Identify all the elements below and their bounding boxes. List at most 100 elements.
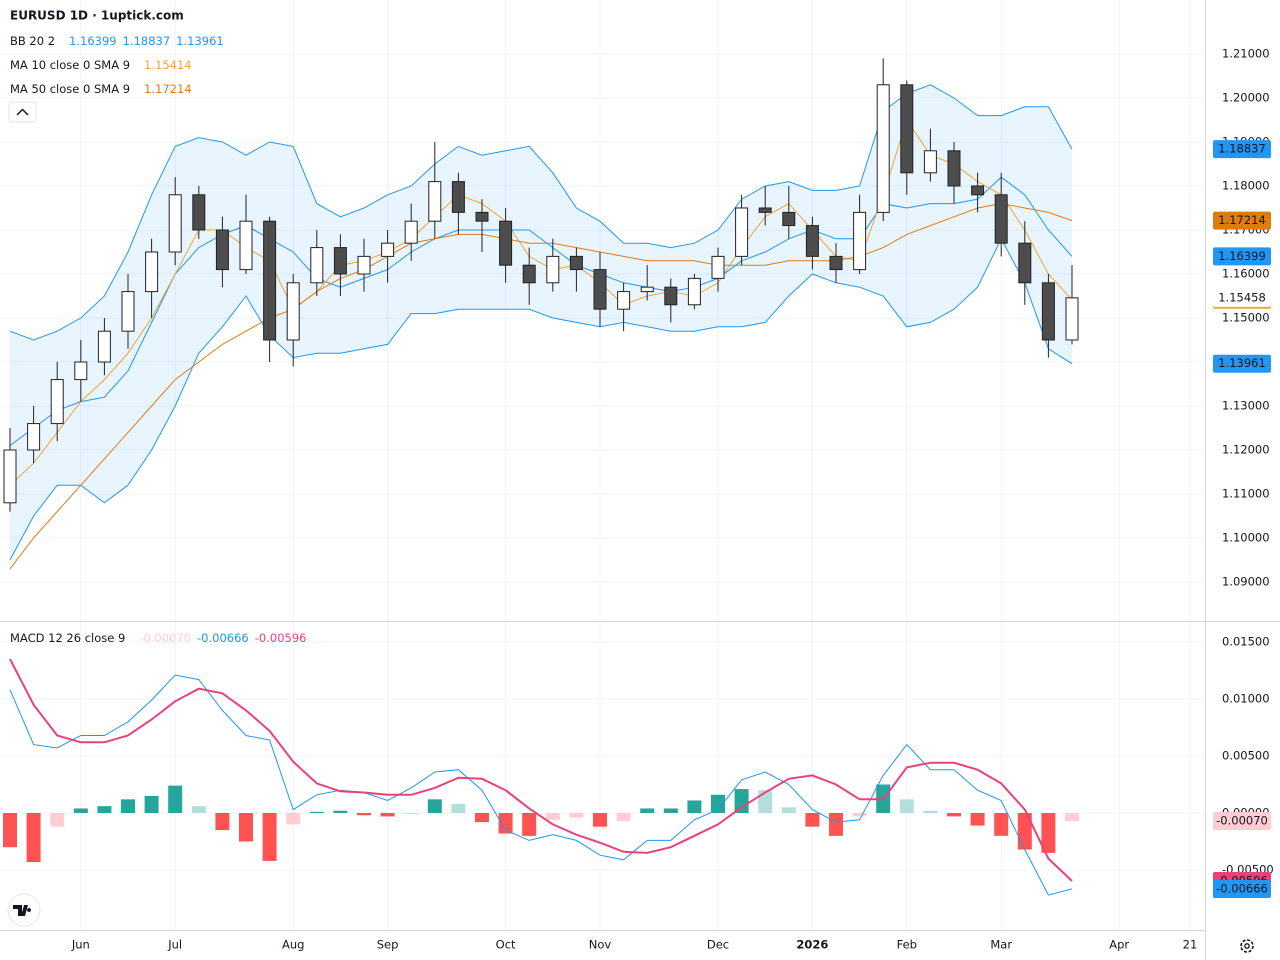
y-tick-label: 1.18000 [1222,178,1270,192]
histogram-bar [73,808,88,814]
histogram-bar [26,813,41,863]
price-badge [1213,247,1271,266]
histogram-bar [852,813,867,817]
histogram-bar [50,813,65,827]
x-tick-label: Jul [167,938,182,952]
legend-value: 1.13961 [176,34,224,48]
candle-body [121,291,135,332]
candle-body [499,220,513,266]
indicator-line [9,118,1073,486]
candle-body [451,181,465,213]
settings-icon[interactable] [1240,939,1254,953]
y-tick-label: 1.13000 [1222,398,1270,412]
y-tick-label: 1.10000 [1222,530,1270,544]
price-badge [1213,288,1271,307]
histogram-bar [923,810,938,814]
settings-button[interactable] [1240,939,1254,953]
indicator-line [9,203,1073,570]
candle-body [853,211,867,271]
x-tick-label: Mar [990,938,1012,952]
candle-body [923,150,937,174]
candle-body [640,286,654,293]
legend-value: 1.16399 [69,34,117,48]
histogram-bar [309,811,324,814]
signal-line [9,658,1073,882]
x-tick-label: Sep [377,938,399,952]
x-tick-label: Dec [707,938,729,952]
histogram-bar [734,789,749,814]
price-badge [1213,211,1271,230]
collapse-button[interactable] [8,101,37,123]
candle-body [900,84,914,174]
candle-body [192,194,206,231]
candle-body [522,264,536,284]
candle-body [215,229,229,271]
histogram-bar [404,813,419,815]
histogram-bar [781,807,796,814]
settings-icon-center[interactable] [1244,943,1250,949]
legend-value: 1.17214 [144,82,192,96]
candle-body [1065,297,1079,341]
price-badge-label: 1.13961 [1218,356,1266,370]
histogram-bar [215,813,230,831]
candle-body [735,207,749,257]
price-badge [1213,811,1271,830]
candle-body [168,194,182,253]
candle-body [1018,242,1032,284]
macd-line [9,674,1073,896]
candle-body [145,251,159,293]
candle-body [333,247,347,275]
histogram-bar [805,813,820,827]
collapse-icon[interactable] [16,108,29,116]
candle-body [617,291,631,310]
legend-value: -0.00070 [139,631,191,645]
legend-value: 1.18837 [123,34,171,48]
histogram-bar [357,813,371,816]
price-badge-label: -0.00070 [1216,813,1268,827]
histogram-bar [711,794,725,814]
histogram-bar [1017,813,1032,850]
candle-body [475,211,489,222]
candle-body [971,185,985,196]
histogram-bar [616,813,631,821]
y-tick-label: 1.12000 [1222,442,1270,456]
candle-body [50,379,64,425]
candle-body [569,255,583,271]
indicator-line [9,84,1073,341]
legend-name: MA 50 close 0 SMA 9 [10,82,130,96]
legend-row: BB 20 2 1.16399 1.18837 1.13961 [10,34,224,48]
legend-value: -0.00596 [255,631,307,645]
candle-body [286,282,300,341]
x-tick-label: Aug [282,938,304,952]
histogram-bar [3,813,17,848]
candle-body [357,255,371,275]
histogram-bar [168,785,183,814]
candle-body [593,269,607,310]
x-tick-label: Nov [589,938,612,952]
collapse-button-box[interactable] [8,101,37,123]
candle-body [404,220,418,244]
histogram-bar [522,813,537,836]
histogram-bar [144,795,159,814]
price-badge [1213,354,1271,373]
indicator-line [9,176,1073,447]
y-tick-label: 1.15000 [1222,310,1270,324]
price-badge-label: 1.15458 [1218,290,1266,304]
histogram-bar [947,813,961,817]
y-tick-label: 0.01000 [1222,691,1270,705]
histogram-bar [286,813,301,825]
logo [7,893,41,927]
histogram-bar [191,806,206,814]
histogram-bar [451,803,466,814]
candle-body [27,423,41,451]
histogram-bar [970,813,985,826]
candle-body [3,449,17,504]
y-tick-label: 1.09000 [1222,574,1270,588]
candle-body [805,225,819,257]
candle-body [239,220,253,271]
histogram-bar [994,813,1009,836]
candle-body [310,247,324,284]
candle-body [664,286,678,306]
